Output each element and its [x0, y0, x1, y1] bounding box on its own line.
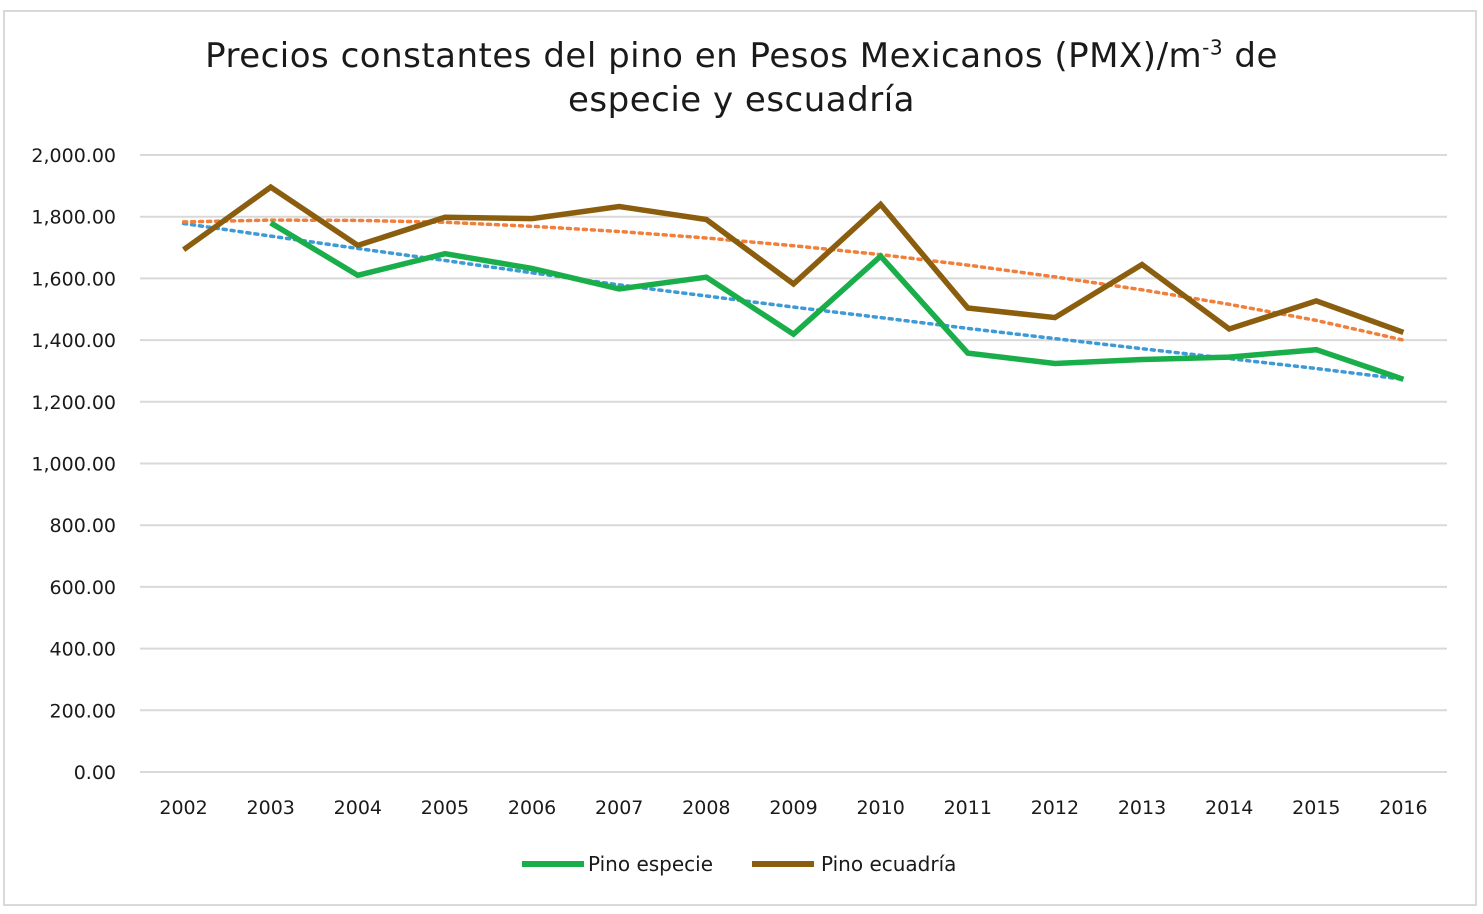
x-tick-label: 2012 [1031, 797, 1079, 819]
x-tick-label: 2009 [769, 797, 817, 819]
y-tick-label: 600.00 [50, 577, 116, 599]
y-tick-label: 1,400.00 [31, 330, 116, 352]
series-lines [181, 183, 1405, 382]
title-line-2: especie y escuadría [568, 80, 915, 120]
x-tick-label: 2006 [508, 797, 556, 819]
y-tick-label: 2,000.00 [31, 145, 116, 167]
y-tick-label: 1,200.00 [31, 392, 116, 414]
chart-frame [3, 10, 1477, 906]
legend: Pino especie Pino ecuadría [522, 852, 956, 876]
y-tick-label: 1,800.00 [31, 207, 116, 229]
y-tick-label: 1,000.00 [31, 454, 116, 476]
x-tick-label: 2011 [944, 797, 992, 819]
x-tick-label: 2013 [1118, 797, 1166, 819]
legend-label: Pino especie [588, 852, 713, 876]
y-tick-label: 200.00 [50, 700, 116, 722]
x-tick-label: 2002 [159, 797, 207, 819]
y-tick-label: 0.00 [74, 762, 116, 784]
x-tick-label: 2014 [1205, 797, 1253, 819]
y-axis-ticks: 0.00 200.00 400.00 600.00 800.00 1,000.00 1,20… [31, 145, 116, 784]
legend-label: Pino ecuadría [821, 852, 956, 876]
y-tick-label: 400.00 [50, 639, 116, 661]
x-tick-label: 2005 [421, 797, 469, 819]
series-line-pino-especie [269, 220, 1405, 382]
x-tick-label: 2004 [334, 797, 382, 819]
trend-ecuadria-line [181, 218, 1406, 342]
chart-title: Precios constantes del pino en Pesos Mex… [0, 34, 1483, 122]
x-tick-label: 2003 [247, 797, 295, 819]
title-line-1: Precios constantes del pino en Pesos Mex… [205, 35, 1278, 76]
y-tick-label: 800.00 [50, 515, 116, 537]
x-tick-label: 2008 [682, 797, 730, 819]
y-tick-label: 1,600.00 [31, 268, 116, 290]
gridlines [140, 154, 1447, 773]
x-tick-label: 2007 [595, 797, 643, 819]
x-axis-ticks: 2002 2003 2004 2005 2006 2007 2008 2009 2010 2011… [159, 797, 1427, 819]
x-tick-label: 2010 [856, 797, 904, 819]
series-line-pino-ecuadria [181, 183, 1405, 335]
x-tick-label: 2015 [1292, 797, 1340, 819]
x-tick-label: 2016 [1379, 797, 1427, 819]
